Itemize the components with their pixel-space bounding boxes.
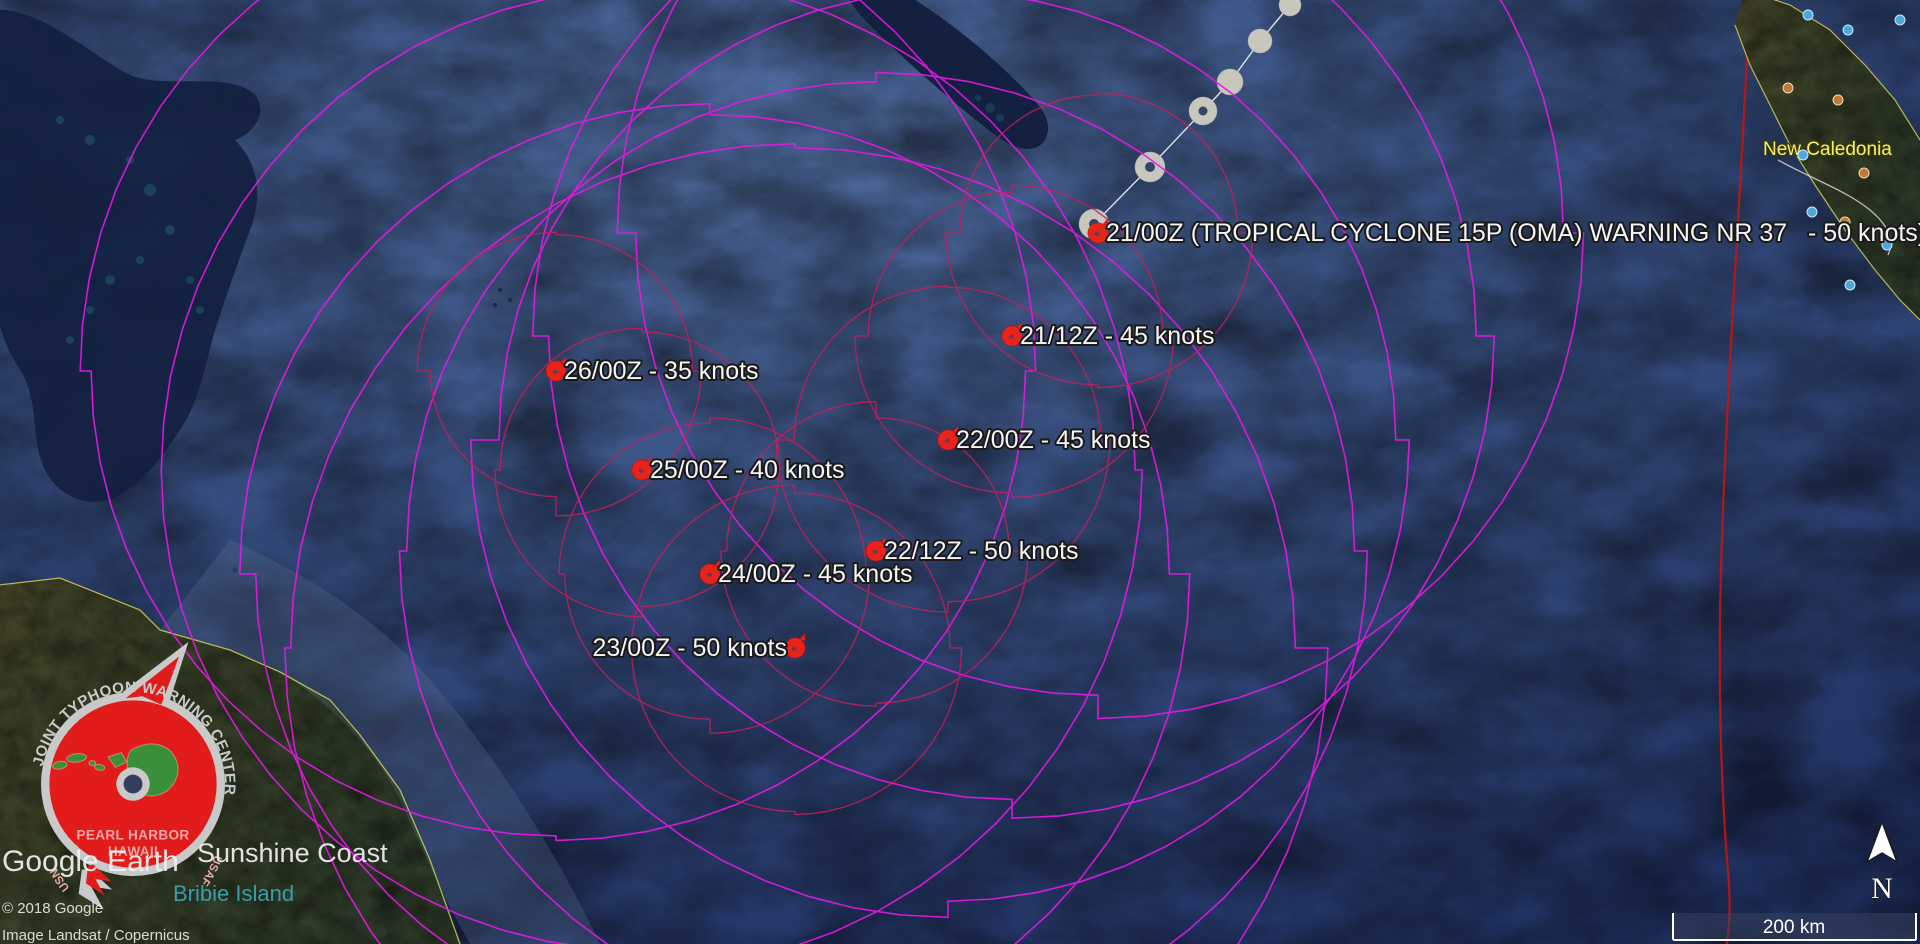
svg-text:PEARL HARBOR: PEARL HARBOR	[77, 827, 190, 842]
svg-text:N: N	[1871, 872, 1893, 905]
svg-text:Sunshine Coast: Sunshine Coast	[197, 838, 388, 868]
svg-text:Image Landsat / Copernicus: Image Landsat / Copernicus	[2, 927, 190, 944]
svg-text:© 2018 Google: © 2018 Google	[2, 900, 103, 917]
svg-text:New Caledonia: New Caledonia	[1763, 139, 1892, 160]
svg-text:21/00Z (TROPICAL CYCLONE 15P (: 21/00Z (TROPICAL CYCLONE 15P (OMA) WARNI…	[1106, 219, 1920, 247]
svg-text:22/00Z - 45 knots: 22/00Z - 45 knots	[956, 426, 1151, 454]
svg-text:22/12Z - 50 knots: 22/12Z - 50 knots	[884, 537, 1079, 565]
svg-text:25/00Z - 40 knots: 25/00Z - 40 knots	[650, 456, 845, 484]
svg-text:Google Earth: Google Earth	[2, 845, 179, 878]
svg-text:200 km: 200 km	[1763, 917, 1825, 938]
svg-text:Bribie Island: Bribie Island	[173, 881, 294, 906]
svg-text:26/00Z - 35 knots: 26/00Z - 35 knots	[564, 357, 759, 385]
svg-text:23/00Z - 50 knots: 23/00Z - 50 knots	[592, 634, 787, 662]
svg-text:21/12Z - 45 knots: 21/12Z - 45 knots	[1020, 322, 1215, 350]
